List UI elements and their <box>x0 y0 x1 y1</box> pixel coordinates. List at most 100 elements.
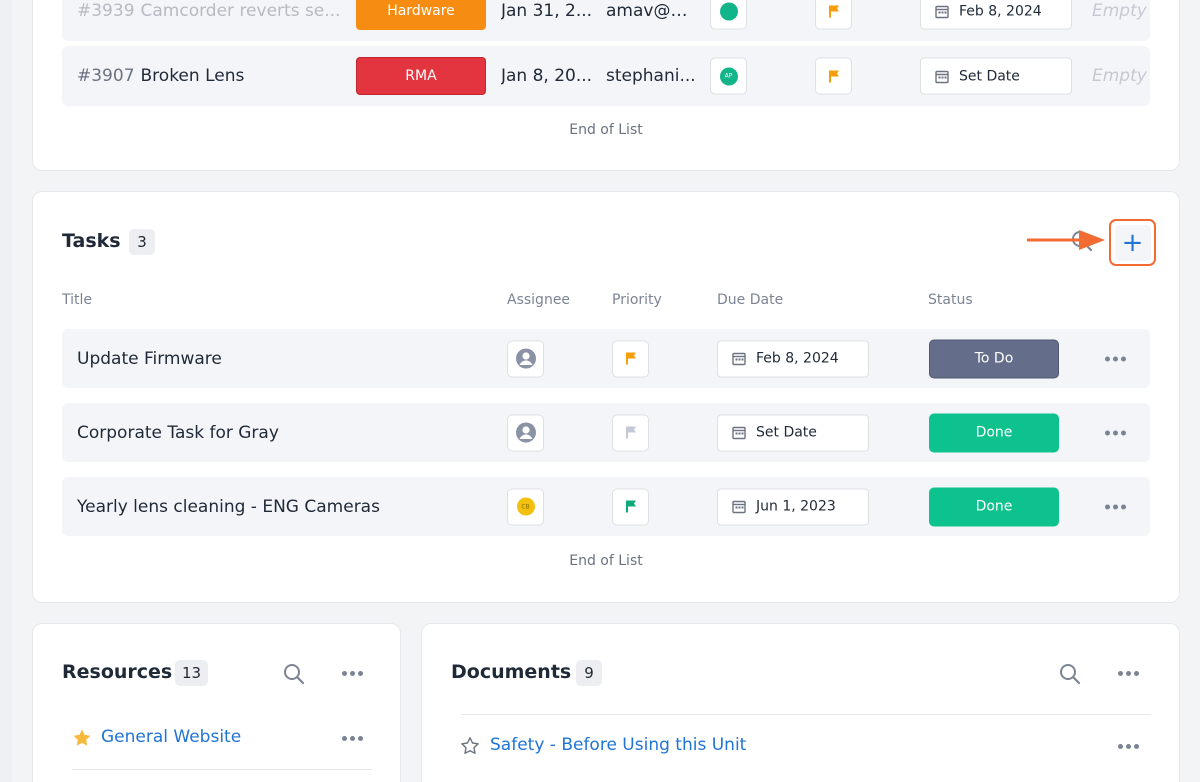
ticket-priority-button[interactable] <box>815 57 852 95</box>
task-due-date: Jun 1, 2023 <box>756 498 836 515</box>
ticket-number: #3907 <box>77 66 135 86</box>
task-title[interactable]: Update Firmware <box>77 348 222 369</box>
avatar: CB <box>516 497 535 516</box>
task-row[interactable]: Corporate Task for Gray Set Date Done <box>62 403 1150 462</box>
ticket-empty-field[interactable]: Empty <box>1092 1 1147 21</box>
ticket-title[interactable]: #3907 Broken Lens <box>77 66 244 86</box>
task-status-button[interactable]: Done <box>929 413 1059 452</box>
task-assignee-button[interactable]: CB <box>507 488 544 525</box>
task-row[interactable]: Update Firmware Feb 8, 2024 To Do <box>62 329 1150 388</box>
tasks-end-of-list: End of List <box>569 553 643 569</box>
calendar-icon <box>732 426 746 440</box>
tasks-card: Tasks 3 + Title Assignee Priority Due Da… <box>32 191 1180 603</box>
task-title[interactable]: Corporate Task for Gray <box>77 422 279 443</box>
column-header-status: Status <box>928 292 973 308</box>
task-assignee-button[interactable] <box>507 340 544 377</box>
resource-link[interactable]: General Website <box>101 727 242 747</box>
star-filled-icon[interactable] <box>72 728 92 752</box>
resources-more-menu-icon[interactable] <box>342 671 363 676</box>
user-placeholder-icon <box>515 422 536 443</box>
avatar: AP <box>719 67 738 85</box>
ticket-row[interactable]: #3907 Broken Lens RMA Jan 8, 20... stepha… <box>62 46 1150 106</box>
ticket-type-label: Hardware <box>387 3 455 19</box>
ticket-type-badge: Hardware <box>356 0 486 30</box>
task-priority-button[interactable] <box>612 414 649 451</box>
ticket-email: stephani... <box>606 66 696 86</box>
task-row[interactable]: Yearly lens cleaning - ENG Cameras CB Ju… <box>62 477 1150 536</box>
ticket-due-date: Set Date <box>959 68 1020 84</box>
avatar <box>719 2 738 20</box>
ticket-title-text: Camcorder reverts se... <box>140 1 341 21</box>
star-outline-icon[interactable] <box>460 736 480 760</box>
resources-card: Resources 13 General Website <box>32 623 401 782</box>
flag-icon <box>625 426 636 439</box>
search-icon <box>284 664 305 685</box>
divider <box>461 714 1151 715</box>
task-status-button[interactable]: To Do <box>929 339 1059 378</box>
task-assignee-button[interactable] <box>507 414 544 451</box>
divider <box>72 769 372 770</box>
ticket-title-text: Broken Lens <box>140 66 245 86</box>
task-due-date: Feb 8, 2024 <box>756 350 839 367</box>
flag-icon <box>625 352 636 365</box>
ticket-number: #3939 <box>77 1 135 21</box>
task-more-menu-icon[interactable] <box>1105 504 1126 509</box>
resources-search-button[interactable] <box>283 663 305 689</box>
calendar-icon <box>732 352 746 366</box>
task-due-date-button[interactable]: Feb 8, 2024 <box>717 340 869 377</box>
task-more-menu-icon[interactable] <box>1105 356 1126 361</box>
task-due-date-button[interactable]: Set Date <box>717 414 869 451</box>
ticket-assignee-button[interactable] <box>710 0 747 30</box>
add-task-button[interactable]: + <box>1109 219 1156 266</box>
ticket-due-date: Feb 8, 2024 <box>959 3 1042 19</box>
ticket-type-badge: RMA <box>356 57 486 95</box>
document-more-menu-icon[interactable] <box>1118 744 1139 749</box>
column-header-priority: Priority <box>612 292 662 308</box>
task-more-menu-icon[interactable] <box>1105 430 1126 435</box>
left-frame-edge <box>0 0 12 782</box>
ticket-date: Jan 8, 20... <box>501 66 593 86</box>
column-header-assignee: Assignee <box>507 292 571 308</box>
ticket-empty-field[interactable]: Empty <box>1092 66 1147 86</box>
avatar-initials: CB <box>521 503 530 510</box>
task-due-date-button[interactable]: Jun 1, 2023 <box>717 488 869 525</box>
ticket-title[interactable]: #3939 Camcorder reverts se... <box>77 1 340 21</box>
task-priority-button[interactable] <box>612 488 649 525</box>
documents-more-menu-icon[interactable] <box>1118 671 1139 676</box>
resources-title: Resources <box>62 661 173 683</box>
ticket-row[interactable]: #3939 Camcorder reverts se... Hardware Ja… <box>62 0 1150 41</box>
search-icon <box>1060 664 1081 685</box>
flag-icon <box>828 5 839 17</box>
task-priority-button[interactable] <box>612 340 649 377</box>
flag-icon <box>828 70 839 82</box>
ticket-date: Jan 31, 2... <box>501 1 593 21</box>
ticket-priority-button[interactable] <box>815 0 852 30</box>
documents-card: Documents 9 Safety - Before Using this U… <box>421 623 1180 782</box>
calendar-icon <box>732 500 746 514</box>
documents-count-badge: 9 <box>576 660 602 686</box>
avatar-initials: AP <box>724 72 733 80</box>
ticket-due-date-button[interactable]: Set Date <box>920 57 1072 95</box>
plus-icon: + <box>1114 224 1151 261</box>
resource-more-menu-icon[interactable] <box>342 736 363 741</box>
tickets-card: #3939 Camcorder reverts se... Hardware Ja… <box>32 0 1180 171</box>
column-header-due-date: Due Date <box>717 292 784 308</box>
ticket-assignee-button[interactable]: AP <box>710 57 747 95</box>
ticket-due-date-button[interactable]: Feb 8, 2024 <box>920 0 1072 30</box>
tasks-count-badge: 3 <box>129 229 155 255</box>
ticket-type-label: RMA <box>405 68 437 84</box>
column-header-title: Title <box>62 292 93 308</box>
flag-icon <box>625 500 636 513</box>
user-placeholder-icon <box>515 348 536 369</box>
tasks-title: Tasks <box>62 230 121 252</box>
annotation-arrow-icon <box>1027 230 1105 250</box>
documents-search-button[interactable] <box>1059 663 1081 689</box>
resources-count-badge: 13 <box>175 660 209 686</box>
tickets-end-of-list: End of List <box>569 122 643 138</box>
task-status-button[interactable]: Done <box>929 487 1059 526</box>
documents-title: Documents <box>451 661 572 683</box>
task-title[interactable]: Yearly lens cleaning - ENG Cameras <box>77 496 380 517</box>
task-due-date: Set Date <box>756 424 817 441</box>
ticket-email: amav@b... <box>606 1 696 21</box>
document-link[interactable]: Safety - Before Using this Unit <box>490 735 747 755</box>
